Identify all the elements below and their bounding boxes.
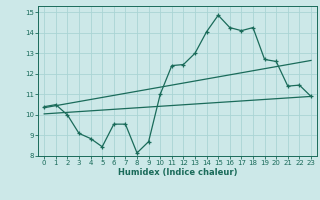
X-axis label: Humidex (Indice chaleur): Humidex (Indice chaleur) [118,168,237,177]
